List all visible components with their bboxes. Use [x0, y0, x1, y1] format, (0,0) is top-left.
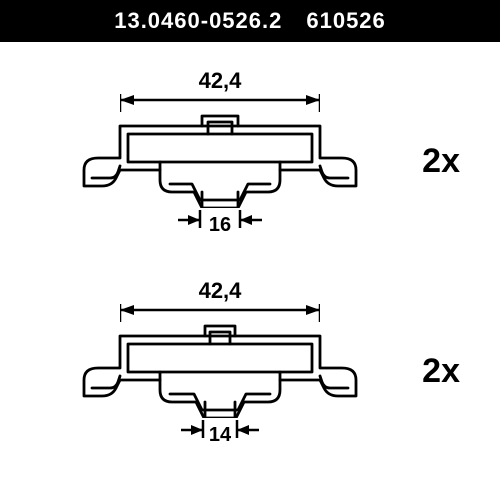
bottom-dimension-top-part: 16	[178, 210, 262, 240]
qty-label-bottom: 2x	[422, 352, 460, 391]
clip-shape-bottom	[80, 318, 360, 418]
bottom-dim-label-b: 14	[181, 424, 259, 447]
clip-shape-top	[80, 108, 360, 208]
diagram-area: 42,4	[0, 42, 500, 502]
top-dimension-b: 42,4	[120, 282, 320, 316]
bottom-dimension-bottom-part: 14	[181, 420, 259, 450]
bottom-dim-label: 16	[178, 214, 262, 237]
part-number: 13.0460-0526.2	[114, 8, 282, 33]
part-bottom: 42,4	[50, 282, 390, 462]
qty-label-top: 2x	[422, 142, 460, 181]
top-dim-label-b: 42,4	[120, 278, 320, 304]
top-dim-label: 42,4	[120, 68, 320, 94]
header-bar: 13.0460-0526.2 610526	[0, 0, 500, 42]
part-top: 42,4	[50, 72, 390, 252]
top-dimension: 42,4	[120, 72, 320, 106]
short-number: 610526	[306, 8, 385, 33]
